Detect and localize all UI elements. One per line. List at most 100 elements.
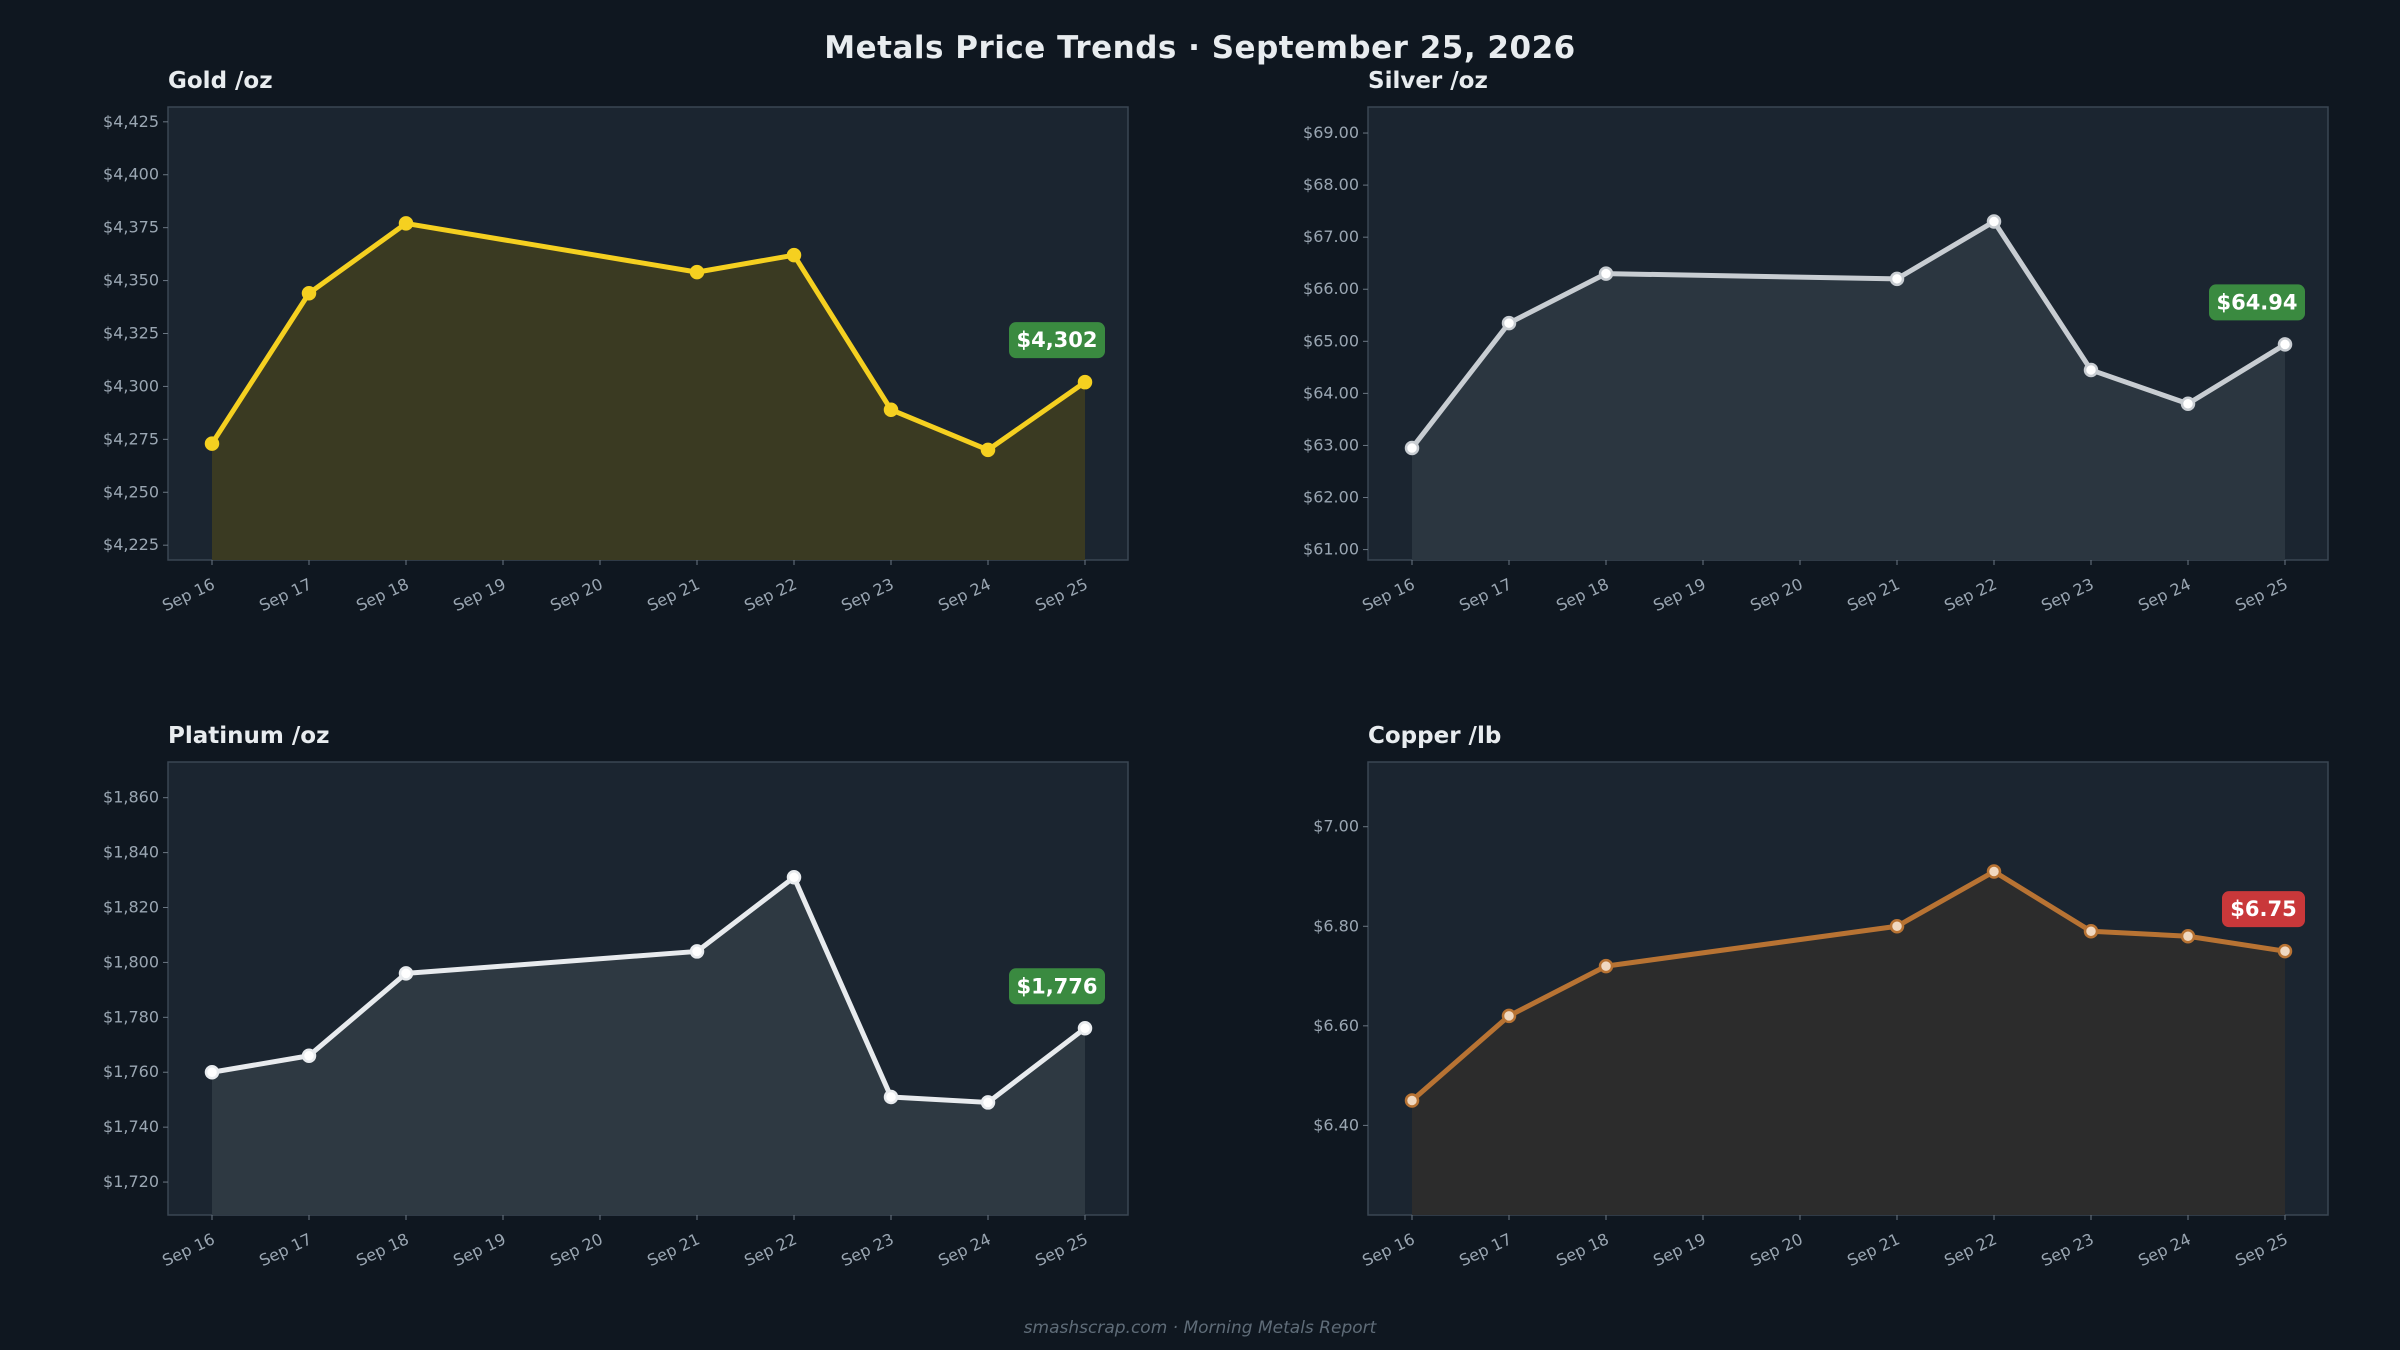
y-tick-label: $1,840	[103, 843, 159, 862]
x-tick-label: Sep 19	[450, 1229, 508, 1270]
x-tick-label: Sep 25	[2232, 574, 2290, 615]
panel-title: Gold /oz	[168, 68, 273, 94]
x-tick-label: Sep 17	[256, 1229, 314, 1270]
x-tick-label: Sep 20	[1747, 574, 1805, 615]
y-tick-label: $66.00	[1303, 279, 1359, 298]
price-badge-label: $64.94	[2216, 290, 2297, 314]
y-tick-label: $7.00	[1313, 817, 1359, 836]
chart-panel-4: Copper /lb $6.40 $6.60 $6.80 $7.00 Sep 16 Sep …	[1313, 723, 2329, 1270]
x-tick-label: Sep 19	[1650, 1229, 1708, 1270]
series-area	[212, 877, 1085, 1215]
y-tick-label: $4,300	[103, 376, 159, 395]
data-point	[883, 402, 899, 417]
x-tick-label: Sep 24	[2135, 574, 2193, 615]
y-tick-label: $6.60	[1313, 1016, 1359, 1035]
x-tick-label: Sep 16	[159, 1229, 217, 1270]
y-tick-label: $69.00	[1303, 123, 1359, 142]
chart-panel-3: Platinum /oz $1,720 $1,740 $1,760 $1,780 $1,8…	[103, 723, 1129, 1270]
data-point	[786, 870, 802, 885]
series-line	[209, 220, 1088, 453]
chart-panel-2: Silver /oz $61.00 $62.00 $63.00 $64.00 $65.00…	[1303, 68, 2329, 615]
chart-panel-1: Gold /oz $4,225 $4,250 $4,275 $4,300 $4,325 $4…	[103, 68, 1129, 615]
y-tick-label: $63.00	[1303, 435, 1359, 454]
x-tick-label: Sep 16	[159, 574, 217, 615]
data-point	[1077, 374, 1093, 390]
x-tick-label: Sep 21	[644, 574, 702, 615]
data-point	[1501, 1008, 1517, 1024]
data-point	[1986, 864, 2002, 879]
y-tick-label: $65.00	[1303, 331, 1359, 350]
x-tick-label: Sep 25	[2232, 1229, 2290, 1270]
data-point	[1598, 958, 1614, 974]
price-badge	[2222, 891, 2305, 928]
data-point	[1404, 1093, 1420, 1108]
price-badge	[2209, 284, 2305, 321]
x-tick-label: Sep 16	[1359, 1229, 1417, 1270]
x-tick-label: Sep 18	[1553, 1229, 1611, 1270]
x-tick-label: Sep 18	[353, 1229, 411, 1270]
x-tick-label: Sep 24	[935, 574, 993, 615]
data-point	[980, 1095, 996, 1110]
series-line	[209, 874, 1088, 1105]
x-tick-label: Sep 21	[1844, 574, 1902, 615]
y-tick-label: $64.00	[1303, 383, 1359, 402]
x-tick-label: Sep 25	[1032, 1229, 1090, 1270]
y-tick-label: $4,400	[103, 165, 159, 184]
price-badge	[1009, 322, 1105, 359]
data-point	[2277, 943, 2293, 959]
x-tick-label: Sep 17	[1456, 574, 1514, 615]
data-point	[204, 1064, 220, 1080]
x-tick-label: Sep 16	[1359, 574, 1417, 615]
x-tick-label: Sep 21	[1844, 1229, 1902, 1270]
x-tick-label: Sep 22	[741, 1229, 799, 1270]
y-tick-label: $4,425	[103, 112, 159, 131]
y-tick-label: $62.00	[1303, 488, 1359, 507]
data-point	[1404, 440, 1420, 456]
data-point	[689, 264, 705, 280]
series-area	[212, 223, 1085, 560]
y-tick-label: $4,375	[103, 218, 159, 237]
x-tick-label: Sep 19	[450, 574, 508, 615]
y-tick-label: $4,250	[103, 482, 159, 501]
x-tick-label: Sep 23	[838, 1229, 896, 1270]
x-tick-label: Sep 22	[1941, 574, 1999, 615]
y-tick-label: $1,740	[103, 1117, 159, 1136]
data-point	[1501, 315, 1517, 331]
y-tick-label: $1,820	[103, 898, 159, 917]
page-title: Metals Price Trends · September 25, 2026	[824, 30, 1576, 66]
data-point	[1598, 266, 1614, 281]
x-tick-label: Sep 20	[547, 1229, 605, 1270]
x-tick-label: Sep 21	[644, 1229, 702, 1270]
x-tick-label: Sep 17	[256, 574, 314, 615]
x-tick-label: Sep 23	[2038, 1229, 2096, 1270]
y-tick-label: $4,275	[103, 429, 159, 448]
x-tick-label: Sep 25	[1032, 574, 1090, 615]
y-tick-label: $1,860	[103, 788, 159, 807]
y-tick-label: $1,760	[103, 1062, 159, 1081]
panel-title: Copper /lb	[1368, 723, 1501, 749]
data-point	[2083, 362, 2099, 378]
x-tick-label: Sep 20	[547, 574, 605, 615]
x-tick-label: Sep 22	[1941, 1229, 1999, 1270]
x-tick-label: Sep 19	[1650, 574, 1708, 615]
data-point	[1889, 919, 1905, 934]
data-point	[1986, 214, 2002, 229]
y-tick-label: $68.00	[1303, 175, 1359, 194]
data-point	[204, 436, 220, 451]
series-area	[1412, 221, 2285, 560]
x-tick-label: Sep 18	[353, 574, 411, 615]
price-badge	[1009, 968, 1105, 1005]
x-tick-label: Sep 24	[2135, 1229, 2193, 1270]
panel-title: Platinum /oz	[168, 723, 329, 749]
data-point	[689, 944, 705, 959]
y-tick-label: $67.00	[1303, 227, 1359, 246]
y-tick-label: $1,780	[103, 1007, 159, 1026]
panel-title: Silver /oz	[1368, 68, 1488, 94]
x-tick-label: Sep 23	[2038, 574, 2096, 615]
data-point	[301, 1048, 317, 1064]
x-tick-label: Sep 22	[741, 574, 799, 615]
x-tick-label: Sep 20	[1747, 1229, 1805, 1270]
data-point	[883, 1089, 899, 1105]
y-tick-label: $61.00	[1303, 540, 1359, 559]
